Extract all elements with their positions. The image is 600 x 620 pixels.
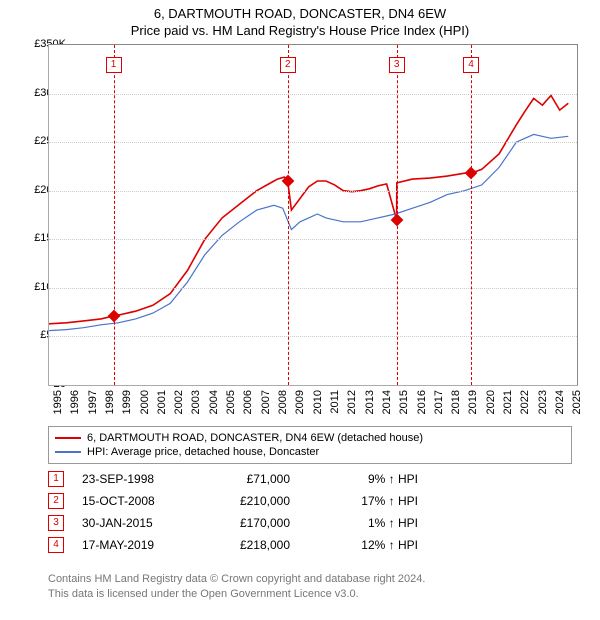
marker-line bbox=[288, 45, 289, 385]
event-row: 2 15-OCT-2008 £210,000 17% ↑ HPI bbox=[48, 490, 572, 512]
event-price: £218,000 bbox=[210, 538, 290, 552]
marker-label-box: 1 bbox=[106, 57, 122, 73]
event-marker-box: 1 bbox=[48, 471, 64, 487]
event-date: 30-JAN-2015 bbox=[82, 516, 192, 530]
x-tick-label: 2013 bbox=[364, 390, 376, 414]
event-date: 23-SEP-1998 bbox=[82, 472, 192, 486]
marker-line bbox=[471, 45, 472, 385]
series-hpi bbox=[49, 134, 568, 330]
x-tick-label: 2000 bbox=[139, 390, 151, 414]
x-tick-label: 2016 bbox=[416, 390, 428, 414]
legend-label: 6, DARTMOUTH ROAD, DONCASTER, DN4 6EW (d… bbox=[87, 432, 423, 444]
x-tick-label: 2003 bbox=[190, 390, 202, 414]
x-tick-label: 2007 bbox=[260, 390, 272, 414]
x-tick-label: 2021 bbox=[502, 390, 514, 414]
x-axis-labels: 1995 1996 1997 1998 1999 2000 2001 2002 2003 2004… bbox=[48, 388, 576, 424]
event-row: 3 30-JAN-2015 £170,000 1% ↑ HPI bbox=[48, 512, 572, 534]
events-table: 1 23-SEP-1998 £71,000 9% ↑ HPI 2 15-OCT-… bbox=[48, 468, 572, 556]
legend-label: HPI: Average price, detached house, Donc… bbox=[87, 446, 319, 458]
x-tick-label: 2005 bbox=[225, 390, 237, 414]
gridline bbox=[49, 142, 577, 143]
x-tick-label: 2008 bbox=[277, 390, 289, 414]
marker-line bbox=[114, 45, 115, 385]
x-tick-label: 2019 bbox=[467, 390, 479, 414]
marker-label-box: 4 bbox=[463, 57, 479, 73]
x-tick-label: 2022 bbox=[519, 390, 531, 414]
x-tick-label: 2024 bbox=[554, 390, 566, 414]
event-row: 4 17-MAY-2019 £218,000 12% ↑ HPI bbox=[48, 534, 572, 556]
marker-label-box: 3 bbox=[389, 57, 405, 73]
x-tick-label: 2002 bbox=[173, 390, 185, 414]
marker-label-box: 2 bbox=[280, 57, 296, 73]
event-marker-box: 3 bbox=[48, 515, 64, 531]
x-tick-label: 1995 bbox=[52, 390, 64, 414]
footnote-line2: This data is licensed under the Open Gov… bbox=[48, 587, 425, 602]
event-date: 15-OCT-2008 bbox=[82, 494, 192, 508]
gridline bbox=[49, 336, 577, 337]
x-tick-label: 2014 bbox=[381, 390, 393, 414]
series-price_paid bbox=[49, 96, 568, 324]
x-tick-label: 2011 bbox=[329, 390, 341, 414]
legend-swatch bbox=[55, 451, 81, 453]
event-row: 1 23-SEP-1998 £71,000 9% ↑ HPI bbox=[48, 468, 572, 490]
title-address: 6, DARTMOUTH ROAD, DONCASTER, DN4 6EW bbox=[0, 0, 600, 21]
x-tick-label: 2006 bbox=[242, 390, 254, 414]
event-marker-box: 2 bbox=[48, 493, 64, 509]
x-tick-label: 2009 bbox=[294, 390, 306, 414]
event-pct: 12% ↑ HPI bbox=[308, 538, 418, 552]
event-pct: 9% ↑ HPI bbox=[308, 472, 418, 486]
x-tick-label: 1997 bbox=[87, 390, 99, 414]
series-lines bbox=[49, 45, 577, 385]
footnote: Contains HM Land Registry data © Crown c… bbox=[48, 572, 425, 602]
x-tick-label: 2023 bbox=[537, 390, 549, 414]
gridline bbox=[49, 94, 577, 95]
event-price: £210,000 bbox=[210, 494, 290, 508]
legend-item-price-paid: 6, DARTMOUTH ROAD, DONCASTER, DN4 6EW (d… bbox=[55, 431, 565, 445]
legend-item-hpi: HPI: Average price, detached house, Donc… bbox=[55, 445, 565, 459]
gridline bbox=[49, 191, 577, 192]
x-tick-label: 2015 bbox=[398, 390, 410, 414]
event-pct: 17% ↑ HPI bbox=[308, 494, 418, 508]
event-marker-box: 4 bbox=[48, 537, 64, 553]
x-tick-label: 2025 bbox=[571, 390, 583, 414]
footnote-line1: Contains HM Land Registry data © Crown c… bbox=[48, 572, 425, 587]
x-tick-label: 1998 bbox=[104, 390, 116, 414]
chart-plot-area: 1 2 3 4 bbox=[48, 44, 578, 386]
event-date: 17-MAY-2019 bbox=[82, 538, 192, 552]
x-tick-label: 2001 bbox=[156, 390, 168, 414]
title-subtitle: Price paid vs. HM Land Registry's House … bbox=[0, 21, 600, 38]
chart-container: 6, DARTMOUTH ROAD, DONCASTER, DN4 6EW Pr… bbox=[0, 0, 600, 620]
x-tick-label: 1996 bbox=[69, 390, 81, 414]
x-tick-label: 1999 bbox=[121, 390, 133, 414]
legend: 6, DARTMOUTH ROAD, DONCASTER, DN4 6EW (d… bbox=[48, 426, 572, 464]
gridline bbox=[49, 239, 577, 240]
event-price: £71,000 bbox=[210, 472, 290, 486]
x-tick-label: 2017 bbox=[433, 390, 445, 414]
event-price: £170,000 bbox=[210, 516, 290, 530]
gridline bbox=[49, 288, 577, 289]
x-tick-label: 2004 bbox=[208, 390, 220, 414]
event-pct: 1% ↑ HPI bbox=[308, 516, 418, 530]
x-tick-label: 2020 bbox=[485, 390, 497, 414]
x-tick-label: 2018 bbox=[450, 390, 462, 414]
legend-swatch bbox=[55, 437, 81, 439]
x-tick-label: 2012 bbox=[346, 390, 358, 414]
x-tick-label: 2010 bbox=[312, 390, 324, 414]
